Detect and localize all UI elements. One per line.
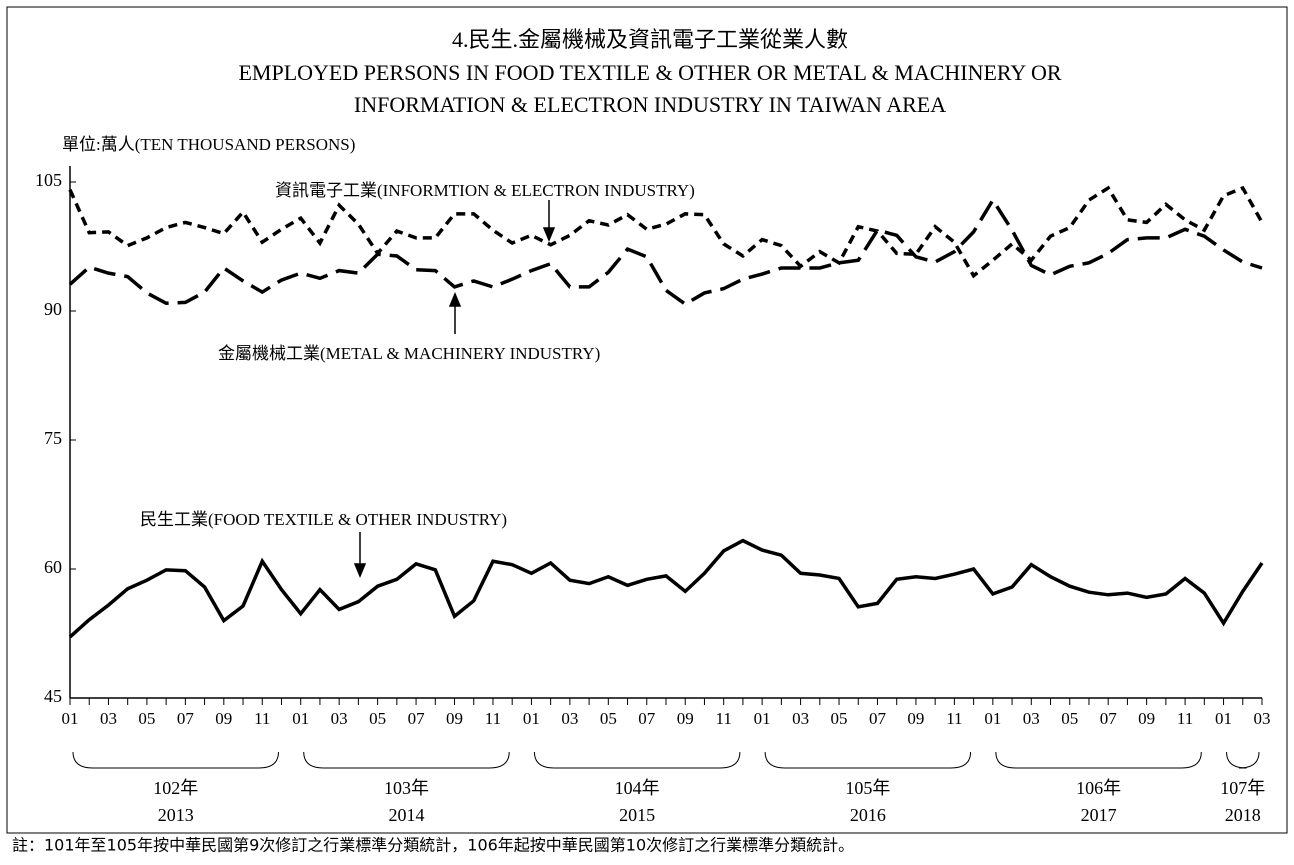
group-brace: [72, 751, 279, 769]
x-tick-label: 09: [1138, 709, 1155, 728]
footnote: 註：101年至105年按中華民國第9次修訂之行業標準分類統計，106年起按中華民…: [12, 836, 854, 855]
x-tick-label: 03: [331, 709, 348, 728]
x-tick-label: 05: [600, 709, 617, 728]
x-tick-label: 11: [1177, 709, 1193, 728]
x-tick-label: 07: [177, 709, 195, 728]
group-label: 104年: [615, 778, 660, 798]
x-tick-label: 11: [485, 709, 501, 728]
x-tick-label: 07: [638, 709, 656, 728]
y-tick-label: 60: [44, 557, 62, 577]
series-label: 資訊電子工業(INFORMTION & ELECTRON INDUSTRY): [275, 181, 695, 200]
arrow-head: [448, 292, 462, 307]
group-year: 2016: [850, 805, 886, 825]
x-tick-label: 01: [754, 709, 771, 728]
x-tick-label: 03: [1023, 709, 1040, 728]
x-tick-label: 11: [254, 709, 270, 728]
group-label: 105年: [845, 778, 890, 798]
x-tick-label: 07: [408, 709, 426, 728]
y-tick-label: 90: [44, 299, 62, 319]
x-tick-label: 05: [369, 709, 386, 728]
x-tick-label: 09: [446, 709, 463, 728]
group-year: 2013: [158, 805, 194, 825]
group-label: 103年: [384, 778, 429, 798]
group-year: 2014: [388, 805, 424, 825]
x-tick-label: 01: [984, 709, 1001, 728]
x-tick-label: 03: [100, 709, 117, 728]
x-tick-label: 11: [946, 709, 962, 728]
series-label: 民生工業(FOOD TEXTILE & OTHER INDUSTRY): [140, 510, 507, 529]
group-brace: [303, 751, 510, 769]
x-tick-label: 11: [715, 709, 731, 728]
group-label: 102年: [153, 778, 198, 798]
x-tick-label: 01: [523, 709, 540, 728]
group-brace: [995, 751, 1202, 769]
chart-title: EMPLOYED PERSONS IN FOOD TEXTILE & OTHER…: [238, 60, 1061, 85]
x-tick-label: 01: [292, 709, 309, 728]
series-label: 金屬機械工業(METAL & MACHINERY INDUSTRY): [218, 344, 600, 363]
series-line: [68, 538, 1264, 639]
group-year: 2015: [619, 805, 655, 825]
x-tick-label: 09: [907, 709, 924, 728]
x-tick-label: 01: [1215, 709, 1232, 728]
x-tick-label: 05: [1061, 709, 1078, 728]
x-tick-label: 05: [831, 709, 848, 728]
x-tick-label: 01: [62, 709, 79, 728]
x-tick-label: 07: [1100, 709, 1118, 728]
x-tick-label: 09: [677, 709, 694, 728]
arrow-head: [353, 563, 367, 578]
x-tick-label: 03: [1254, 709, 1271, 728]
x-tick-label: 09: [215, 709, 232, 728]
y-tick-label: 105: [35, 170, 62, 190]
group-brace: [533, 751, 741, 769]
chart-title: INFORMATION & ELECTRON INDUSTRY IN TAIWA…: [354, 92, 946, 117]
unit-label: 單位:萬人(TEN THOUSAND PERSONS): [62, 135, 355, 154]
group-label: 106年: [1076, 778, 1121, 798]
chart-title: 4.民生.金屬機械及資訊電子工業從業人數: [452, 27, 848, 52]
group-label: 107年: [1220, 778, 1265, 798]
group-year: 2017: [1081, 805, 1117, 825]
arrow-head: [542, 227, 556, 242]
series-line: [68, 196, 1263, 307]
group-year: 2018: [1225, 805, 1261, 825]
frame: [6, 6, 1288, 834]
series-line: [68, 185, 1264, 279]
y-tick-label: 45: [44, 686, 62, 706]
x-tick-label: 03: [792, 709, 809, 728]
x-tick-label: 03: [561, 709, 578, 728]
group-brace: [764, 751, 972, 769]
x-tick-label: 07: [869, 709, 887, 728]
x-tick-label: 05: [138, 709, 155, 728]
y-tick-label: 75: [44, 428, 62, 448]
group-brace: [1226, 751, 1260, 769]
arrows: [353, 200, 556, 578]
